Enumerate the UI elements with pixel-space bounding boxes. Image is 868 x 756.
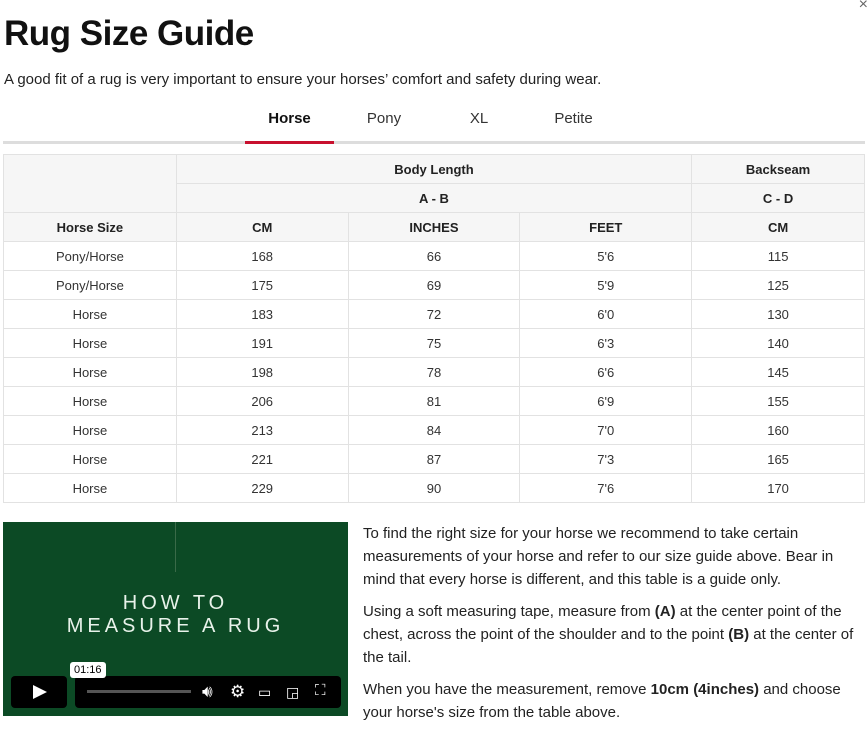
table-cell: 81: [347, 386, 521, 416]
pip-icon[interactable]: ◲: [286, 684, 300, 700]
table-cell: 5'9: [519, 270, 693, 300]
table-row: Horse 213 84 7'0 160: [3, 415, 865, 445]
table-cell: 66: [347, 241, 521, 271]
page-title: Rug Size Guide: [4, 14, 254, 53]
table-row: Pony/Horse 175 69 5'9 125: [3, 270, 865, 300]
backseam-header: Backseam: [691, 154, 865, 184]
table-cell: 229: [175, 473, 349, 503]
table-cell: 221: [175, 444, 349, 474]
column-header: Horse Size: [3, 212, 177, 242]
body-length-header: Body Length: [175, 154, 693, 184]
divider: [175, 522, 176, 572]
table-cell: 175: [175, 270, 349, 300]
table-cell: Horse: [3, 386, 177, 416]
table-cell: 6'9: [519, 386, 693, 416]
instructions: To find the right size for your horse we…: [363, 522, 863, 733]
progress-bar[interactable]: [87, 690, 191, 693]
table-cell: 125: [691, 270, 865, 300]
time-tooltip: 01:16: [70, 662, 106, 678]
table-cell: 165: [691, 444, 865, 474]
table-cell: Pony/Horse: [3, 241, 177, 271]
table-cell: 6'6: [519, 357, 693, 387]
table-cell: Pony/Horse: [3, 270, 177, 300]
volume-icon[interactable]: 🔊︎: [202, 682, 213, 701]
instruction-2: Using a soft measuring tape, measure fro…: [363, 603, 854, 666]
table-cell: 115: [691, 241, 865, 271]
tab-horse[interactable]: Horse: [245, 110, 334, 144]
table-cell: 75: [347, 328, 521, 358]
instruction-1: To find the right size for your horse we…: [363, 525, 834, 588]
table-cell: Horse: [3, 328, 177, 358]
table-cell: Horse: [3, 444, 177, 474]
size-tabs: Horse Pony XL Petite: [3, 104, 865, 144]
close-icon[interactable]: ×: [858, 0, 868, 13]
table-row: Horse 198 78 6'6 145: [3, 357, 865, 387]
video-player[interactable]: HOW TO MEASURE A RUG 🔊︎ ⚙ ▭ ◲ ⛶ 01:16: [3, 522, 348, 716]
table-row: Horse 221 87 7'3 165: [3, 444, 865, 474]
table-cell: 6'0: [519, 299, 693, 329]
table-cell: 191: [175, 328, 349, 358]
video-title: HOW TO MEASURE A RUG: [66, 592, 285, 637]
table-cell: 198: [175, 357, 349, 387]
table-cell: 72: [347, 299, 521, 329]
column-header: CM: [175, 212, 349, 242]
table-cell: 183: [175, 299, 349, 329]
tab-petite[interactable]: Petite: [554, 110, 593, 127]
table-cell: 140: [691, 328, 865, 358]
table-cell: 78: [347, 357, 521, 387]
subtitle: A good fit of a rug is very important to…: [4, 71, 602, 88]
column-header: FEET: [519, 212, 693, 242]
table-cell: 7'0: [519, 415, 693, 445]
table-cell: Horse: [3, 357, 177, 387]
table-cell: 206: [175, 386, 349, 416]
table-cell: 84: [347, 415, 521, 445]
table-cell: 5'6: [519, 241, 693, 271]
table-row: Pony/Horse 168 66 5'6 115: [3, 241, 865, 271]
table-row: Horse 206 81 6'9 155: [3, 386, 865, 416]
table-cell: Horse: [3, 299, 177, 329]
control-bar: 🔊︎ ⚙ ▭ ◲ ⛶: [75, 676, 341, 708]
ab-header: A - B: [175, 183, 693, 213]
table-row: Horse 229 90 7'6 170: [3, 473, 865, 503]
column-header: INCHES: [347, 212, 521, 242]
play-button[interactable]: [11, 676, 67, 708]
table-row: Horse 191 75 6'3 140: [3, 328, 865, 358]
table-row: Horse 183 72 6'0 130: [3, 299, 865, 329]
table-cell: 155: [691, 386, 865, 416]
table-cell: 87: [347, 444, 521, 474]
table-cell: Horse: [3, 473, 177, 503]
table-cell: 170: [691, 473, 865, 503]
cd-header: C - D: [691, 183, 865, 213]
table-cell: 69: [347, 270, 521, 300]
table-cell: Horse: [3, 415, 177, 445]
settings-icon[interactable]: ⚙: [230, 682, 246, 701]
table-cell: 7'6: [519, 473, 693, 503]
tab-pony[interactable]: Pony: [366, 110, 402, 127]
table-cell: 6'3: [519, 328, 693, 358]
column-header: CM: [691, 212, 865, 242]
empty-header: [3, 154, 177, 213]
table-cell: 90: [347, 473, 521, 503]
table-cell: 145: [691, 357, 865, 387]
instruction-3: When you have the measurement, remove 10…: [363, 681, 841, 721]
table-cell: 7'3: [519, 444, 693, 474]
table-cell: 160: [691, 415, 865, 445]
table-cell: 213: [175, 415, 349, 445]
fullscreen-icon[interactable]: ⛶: [315, 682, 326, 699]
tab-xl[interactable]: XL: [469, 110, 489, 127]
table-cell: 168: [175, 241, 349, 271]
cast-icon[interactable]: ▭: [258, 684, 272, 700]
table-cell: 130: [691, 299, 865, 329]
